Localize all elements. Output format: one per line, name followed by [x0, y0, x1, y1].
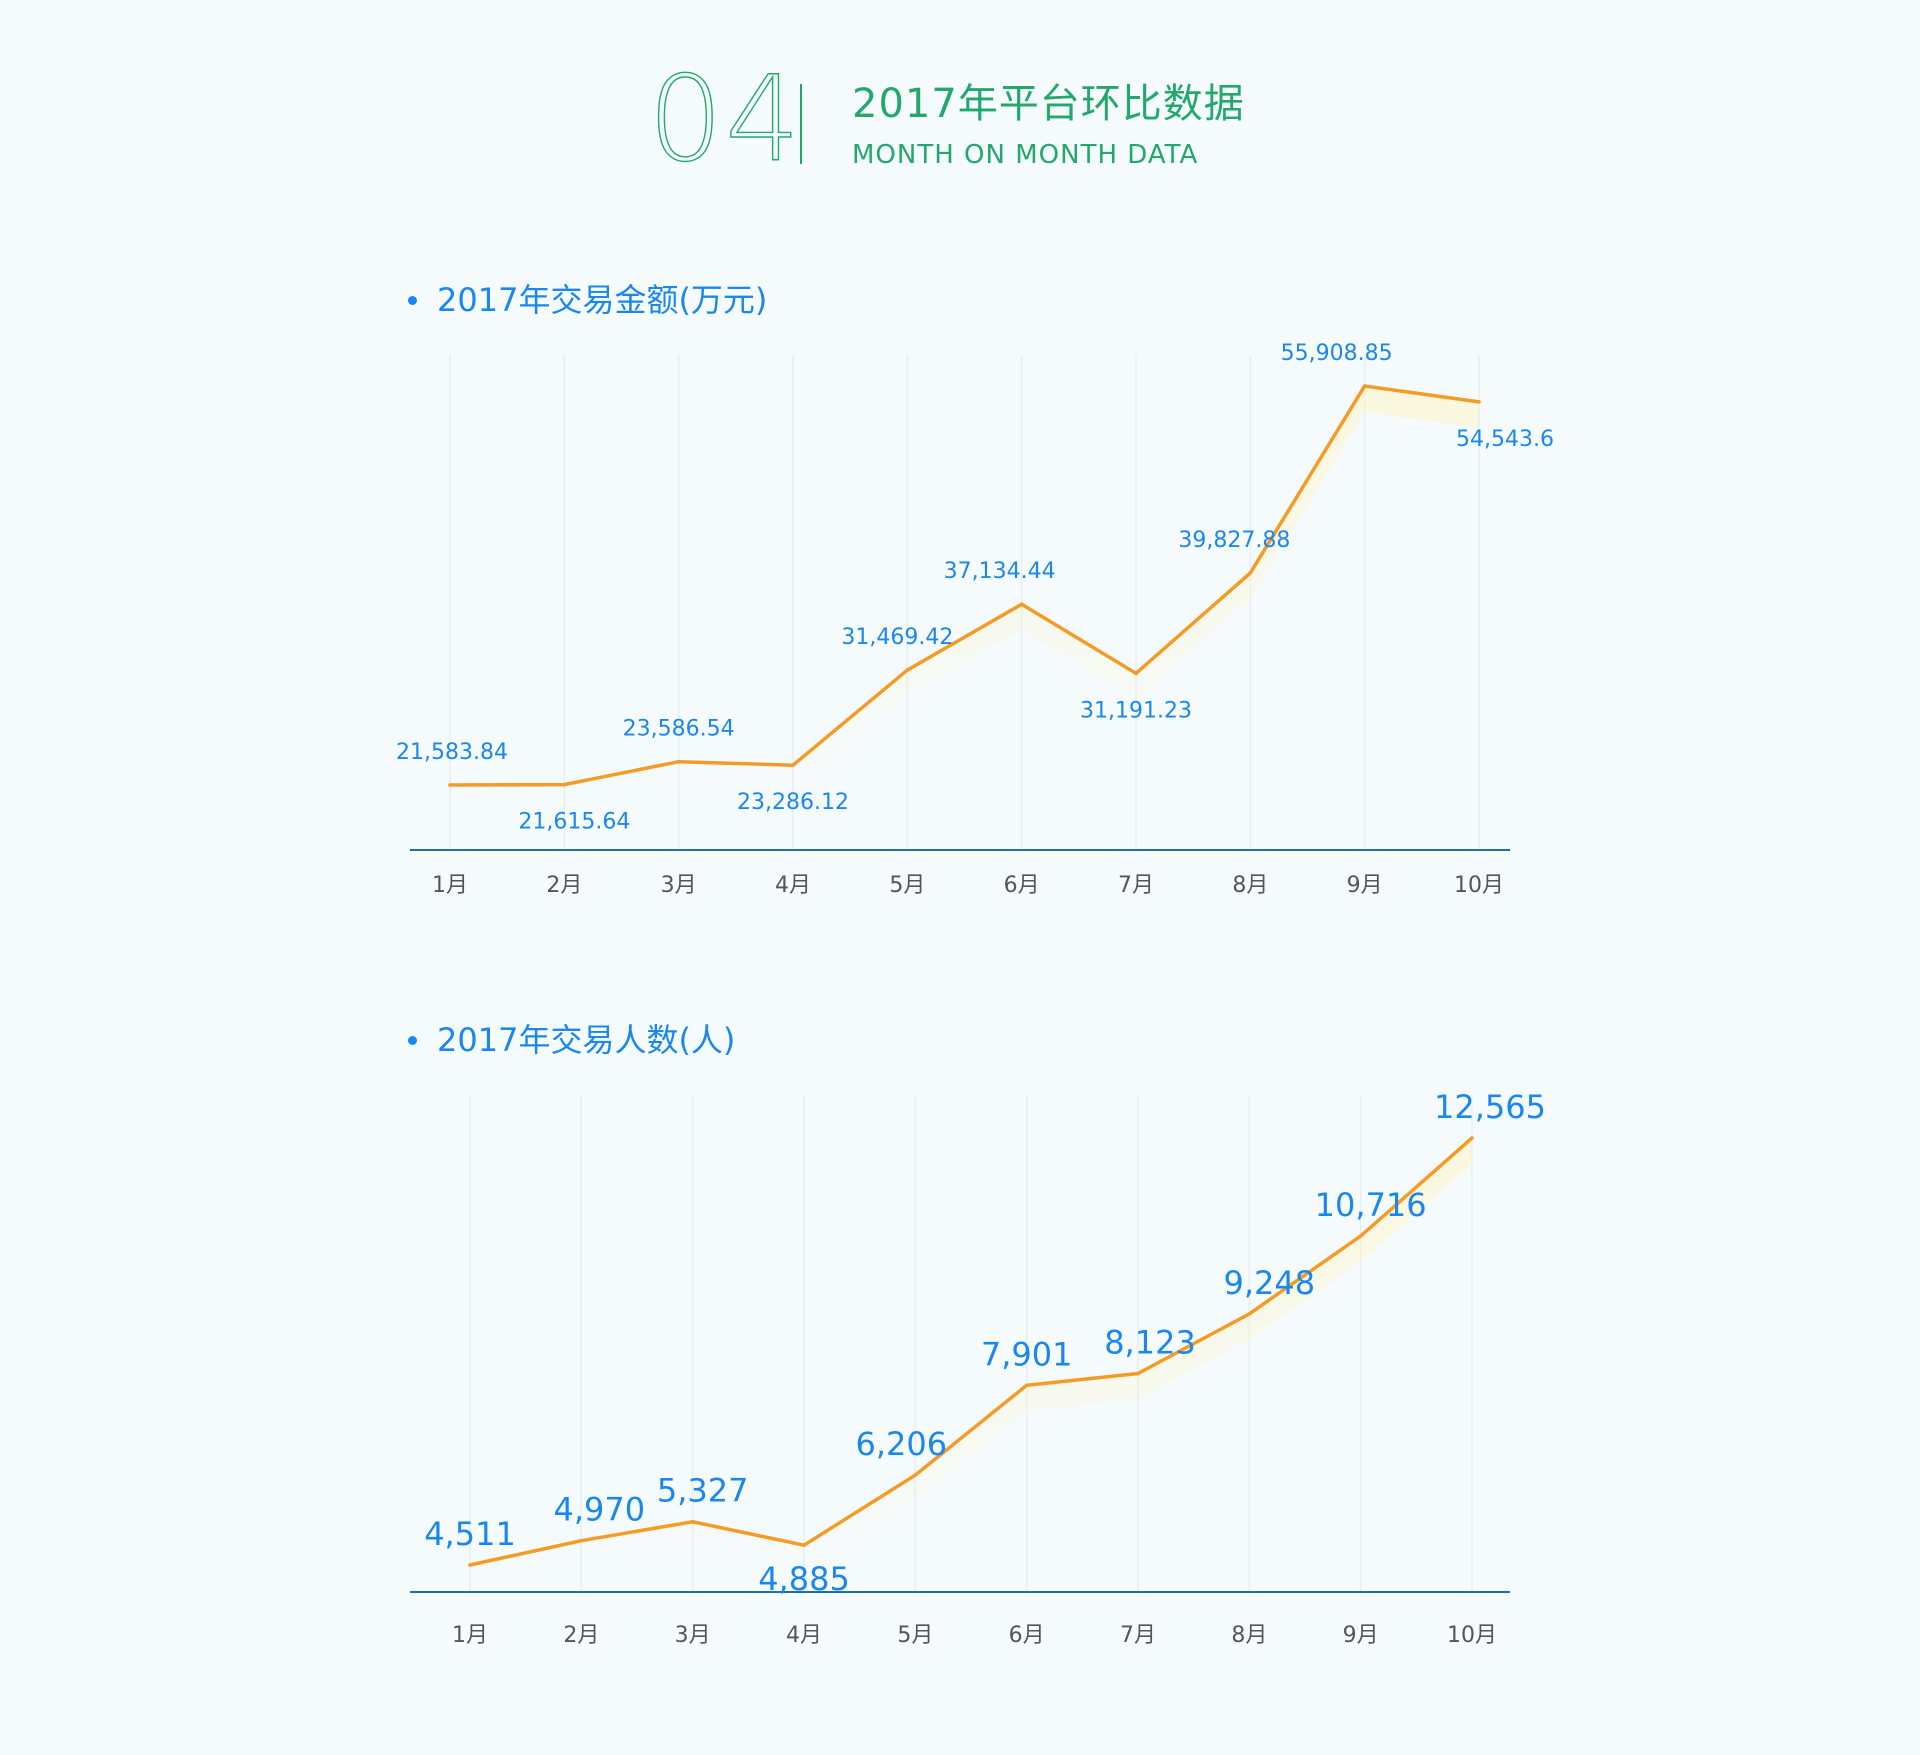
data-point [1136, 1371, 1140, 1376]
x-tick-label: 6月 [1004, 873, 1040, 898]
data-label: 23,586.54 [623, 717, 735, 742]
data-point [1134, 671, 1138, 676]
series-line [469, 1136, 1474, 1567]
data-point [562, 782, 567, 787]
x-tick-label: 6月 [1009, 1623, 1045, 1648]
data-label: 5,327 [657, 1472, 749, 1510]
page-subtitle: MONTH ON MONTH DATA [852, 140, 1199, 170]
x-tick-label: 10月 [1454, 873, 1504, 898]
data-point [913, 1473, 918, 1477]
x-tick-label: 4月 [786, 1623, 822, 1648]
data-point [905, 668, 910, 672]
data-label: 8,123 [1104, 1324, 1196, 1362]
x-tick-label: 1月 [452, 1623, 488, 1648]
x-tick-label: 2月 [563, 1623, 599, 1648]
x-tick-label: 7月 [1118, 873, 1154, 898]
data-label: 6,206 [856, 1425, 948, 1463]
data-label: 55,908.85 [1281, 341, 1393, 366]
data-label: 37,134.44 [944, 559, 1056, 584]
chart-amount-heading: 2017年交易金额(万元) [408, 280, 767, 320]
x-tick-label: 3月 [675, 1623, 711, 1648]
data-point [1477, 400, 1481, 404]
data-point [468, 1563, 472, 1567]
bullet-dot-icon [408, 295, 417, 305]
data-point [448, 783, 452, 787]
data-point [1247, 1312, 1252, 1316]
x-tick-label: 2月 [546, 873, 582, 898]
data-point [676, 759, 681, 764]
data-label: 4,970 [554, 1491, 646, 1529]
data-point [579, 1538, 584, 1543]
data-label: 21,583.84 [396, 740, 508, 765]
page-title: 2017年平台环比数据 [852, 81, 1245, 127]
data-point [690, 1519, 695, 1524]
data-label: 4,511 [424, 1515, 516, 1553]
data-label: 54,543.6 [1456, 427, 1554, 452]
chart-users-title: 2017年交易人数(人) [437, 1021, 736, 1059]
x-tick-label: 9月 [1347, 873, 1383, 898]
x-tick-label: 9月 [1343, 1623, 1379, 1648]
header-divider [800, 84, 802, 164]
data-point [802, 1543, 806, 1547]
x-tick-label: 8月 [1231, 1623, 1267, 1648]
data-point [1024, 1383, 1029, 1388]
x-tick-label: 4月 [775, 873, 811, 898]
bullet-dot-icon [408, 1035, 417, 1045]
line-glow-area [470, 1138, 1472, 1591]
series-line [449, 384, 1480, 787]
data-label: 31,191.23 [1080, 698, 1192, 723]
x-tick-label: 5月 [889, 873, 925, 898]
x-tick-label: 8月 [1232, 873, 1268, 898]
data-label: 7,901 [981, 1335, 1073, 1373]
x-tick-label: 1月 [432, 873, 468, 898]
data-label: 4,885 [758, 1560, 850, 1598]
page-header: 04 2017年平台环比数据 MONTH ON MONTH DATA [0, 0, 1920, 200]
x-tick-label: 7月 [1120, 1623, 1156, 1648]
section-number: 04 [647, 50, 803, 188]
data-label: 10,716 [1315, 1186, 1427, 1224]
data-label: 12,565 [1434, 1088, 1546, 1126]
chart-users-heading: 2017年交易人数(人) [408, 1020, 735, 1060]
data-label: 39,827.88 [1178, 528, 1290, 553]
chart-amount-title: 2017年交易金额(万元) [437, 281, 768, 319]
data-point [1019, 602, 1024, 607]
data-point [1248, 571, 1253, 575]
data-point [1470, 1136, 1474, 1140]
data-label: 23,286.12 [737, 790, 849, 815]
data-label: 9,248 [1224, 1264, 1316, 1302]
x-tick-label: 5月 [897, 1623, 933, 1648]
data-label: 21,615.64 [518, 810, 630, 835]
x-tick-label: 10月 [1447, 1623, 1497, 1648]
data-point [791, 763, 795, 768]
chart-amount: 21,583.84 21,615.64 23,586.54 23,286.12 31,4… [396, 341, 1554, 898]
data-point [1358, 1234, 1363, 1238]
x-tick-label: 3月 [661, 873, 697, 898]
data-label: 31,469.42 [841, 625, 953, 650]
data-point [1362, 384, 1367, 388]
